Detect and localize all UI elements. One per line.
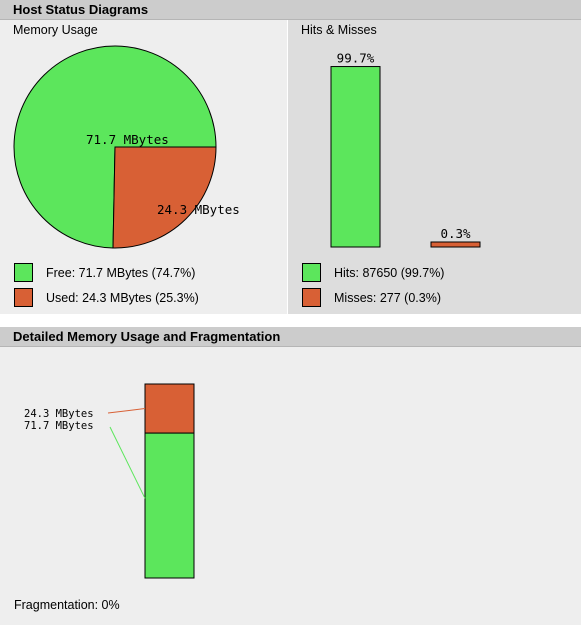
legend-misses: Misses: 277 (0.3%) bbox=[302, 288, 441, 307]
memory-usage-panel: Memory Usage 71.7 MBytes 24.3 MBytes Free… bbox=[0, 20, 288, 314]
detail-label-free: 71.7 MBytes bbox=[24, 420, 94, 432]
pie-slice-used bbox=[112, 146, 217, 249]
pie-label-free: 71.7 MBytes bbox=[86, 132, 169, 147]
legend-free-swatch bbox=[14, 263, 33, 282]
host-status-panels: Memory Usage 71.7 MBytes 24.3 MBytes Free… bbox=[0, 20, 581, 314]
host-status-header: Host Status Diagrams bbox=[0, 0, 581, 20]
detail-panel: 24.3 MBytes 71.7 MBytes Fragmentation: 0% bbox=[0, 347, 581, 625]
hits-misses-panel: Hits & Misses 99.7% 0.3% Hits: 87650 (99.… bbox=[288, 20, 581, 314]
detail-label-used: 24.3 MBytes bbox=[24, 408, 94, 420]
legend-used: Used: 24.3 MBytes (25.3%) bbox=[14, 288, 199, 307]
detail-bar-used bbox=[144, 383, 195, 434]
legend-free: Free: 71.7 MBytes (74.7%) bbox=[14, 263, 195, 282]
legend-misses-label: Misses: 277 (0.3%) bbox=[334, 290, 441, 305]
legend-used-swatch bbox=[14, 288, 33, 307]
legend-misses-swatch bbox=[302, 288, 321, 307]
legend-hits-swatch bbox=[302, 263, 321, 282]
detail-leader-used bbox=[107, 408, 146, 414]
legend-free-label: Free: 71.7 MBytes (74.7%) bbox=[46, 265, 196, 280]
bar-label-misses: 0.3% bbox=[440, 226, 471, 241]
detail-leader-free bbox=[109, 426, 146, 499]
memory-usage-title: Memory Usage bbox=[13, 23, 98, 37]
detail-header: Detailed Memory Usage and Fragmentation bbox=[0, 327, 581, 347]
bar-hits bbox=[330, 66, 381, 248]
legend-hits: Hits: 87650 (99.7%) bbox=[302, 263, 444, 282]
legend-hits-label: Hits: 87650 (99.7%) bbox=[334, 265, 445, 280]
hits-bar-chart: 99.7% 0.3% bbox=[330, 51, 481, 248]
pie-label-used: 24.3 MBytes bbox=[157, 202, 240, 217]
hits-misses-title: Hits & Misses bbox=[301, 23, 377, 37]
bar-misses bbox=[430, 241, 481, 248]
section-gap bbox=[0, 314, 581, 327]
detail-bar-free bbox=[144, 432, 195, 579]
memory-pie-chart: 71.7 MBytes 24.3 MBytes bbox=[13, 45, 240, 249]
legend-used-label: Used: 24.3 MBytes (25.3%) bbox=[46, 290, 199, 305]
fragmentation-label: Fragmentation: 0% bbox=[14, 598, 120, 612]
bar-label-hits: 99.7% bbox=[337, 51, 375, 66]
